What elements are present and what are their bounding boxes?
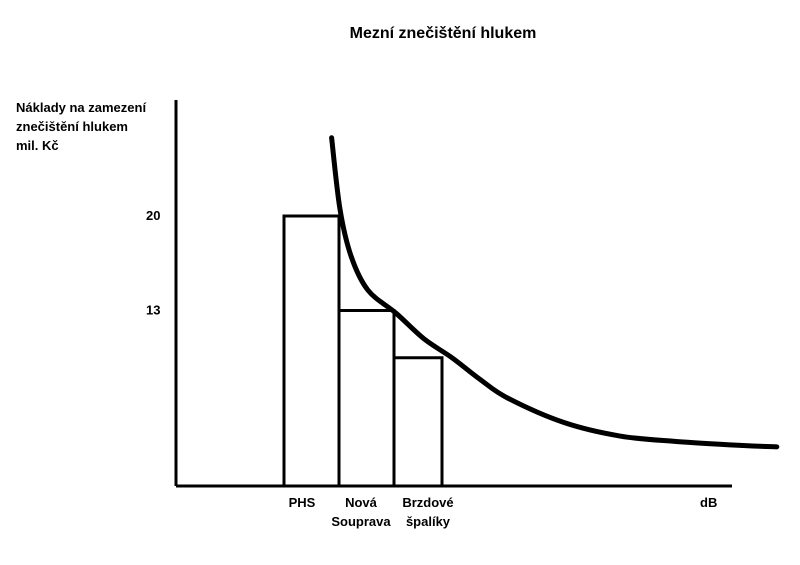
x-tick-label: PHS <box>289 495 316 510</box>
x-tick-label: Nová <box>345 495 378 510</box>
bar <box>337 309 396 488</box>
cost-curve <box>329 135 780 450</box>
bar <box>392 356 444 488</box>
y-axis-label-line-3: mil. Kč <box>16 138 59 153</box>
y-tick-label: 20 <box>146 208 160 223</box>
x-tick-label: Brzdové <box>402 495 453 510</box>
bar <box>282 214 341 488</box>
x-tick-label: špalíky <box>406 514 451 529</box>
y-axis-label-line-2: znečištění hlukem <box>16 119 128 134</box>
x-tick-labels: PHS Nová Souprava Brzdové špalíky <box>289 495 454 529</box>
bars-group <box>282 214 444 488</box>
chart-title: Mezní znečištění hlukem <box>350 25 537 42</box>
y-axis-label-line-1: Náklady na zamezení <box>16 100 146 115</box>
x-tick-label: Souprava <box>331 514 391 529</box>
x-axis-label: dB <box>700 495 717 510</box>
y-tick-label: 13 <box>146 303 160 318</box>
y-axis-label: Náklady na zamezení znečištění hlukem mi… <box>16 100 146 153</box>
